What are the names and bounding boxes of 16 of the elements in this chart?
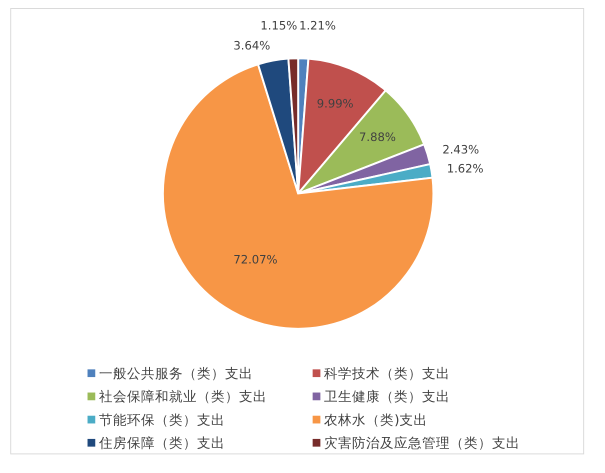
data-label: 9.99% (316, 96, 354, 110)
legend-label: 住房保障（类）支出 (98, 436, 226, 452)
legend-label: 一般公共服务（类）支出 (99, 366, 254, 382)
data-label: 1.21% (299, 18, 336, 33)
legend-label: 卫生健康（类）支出 (324, 389, 450, 406)
legend-label: 农林水（类)支出 (324, 412, 428, 428)
data-label: 72.07% (233, 252, 278, 266)
legend-label: 科学技术（类）支出 (324, 366, 450, 382)
legend-label: 灾害防治及应急管理（类）支出 (324, 436, 520, 452)
data-label: 1.62% (446, 161, 484, 176)
data-label: 1.15% (260, 18, 298, 33)
legend-label: 社会保障和就业（类）支出 (99, 389, 268, 406)
data-label: 2.43% (442, 142, 480, 157)
data-label: 3.64% (233, 38, 270, 52)
legend-label: 节能环保（类）支出 (99, 412, 226, 428)
data-label: 7.88% (359, 130, 396, 144)
